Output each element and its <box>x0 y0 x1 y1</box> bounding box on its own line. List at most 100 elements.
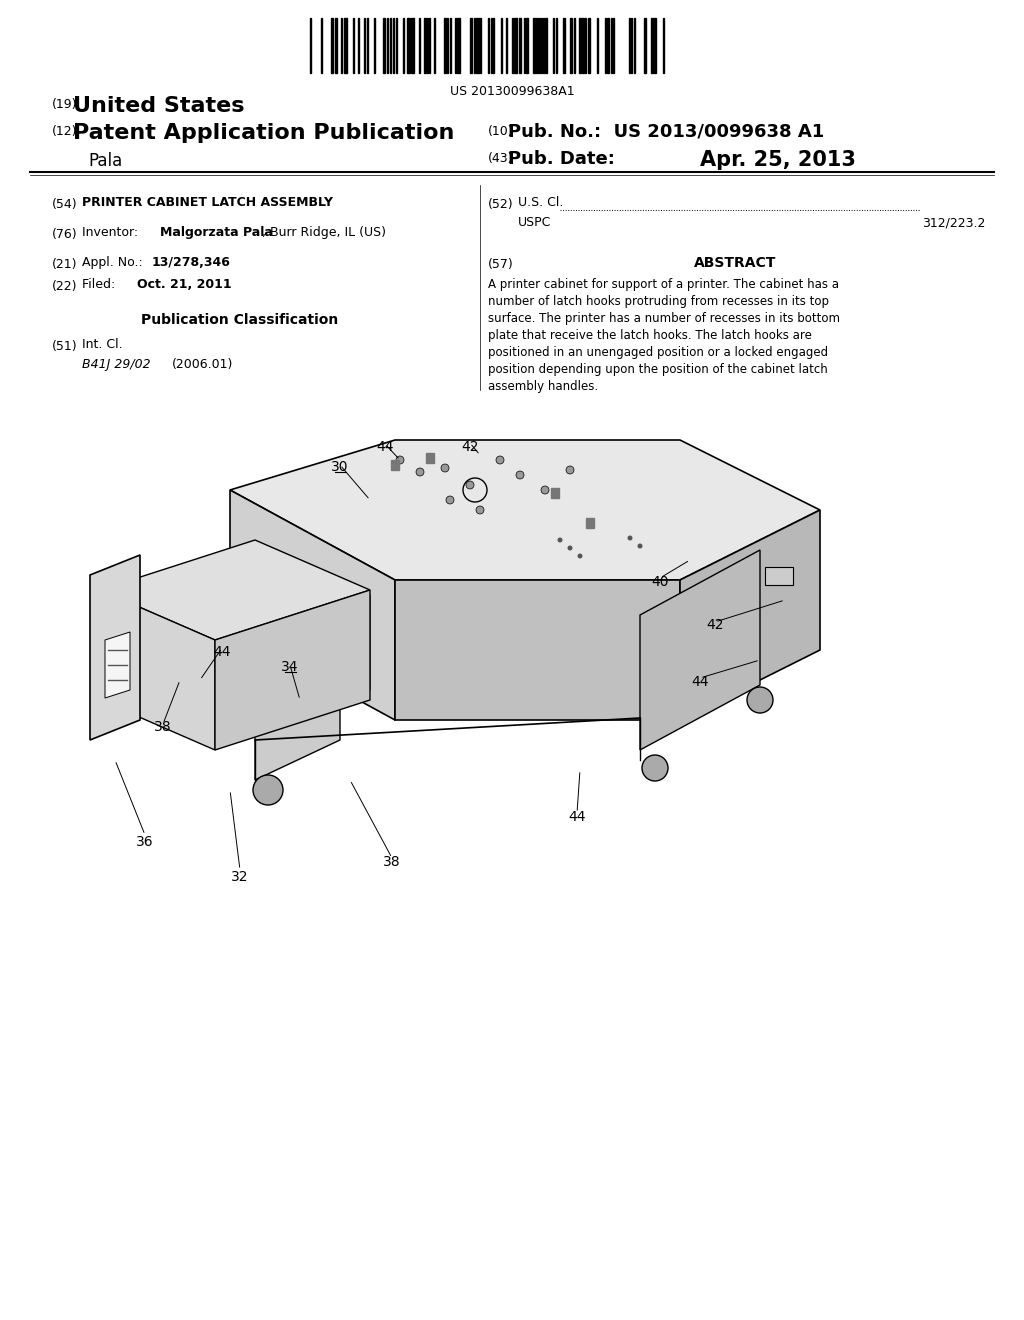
Text: surface. The printer has a number of recesses in its bottom: surface. The printer has a number of rec… <box>488 312 840 325</box>
Text: 42: 42 <box>707 618 724 632</box>
Text: (21): (21) <box>52 257 78 271</box>
Text: (19): (19) <box>52 98 78 111</box>
Bar <box>607 18 609 73</box>
Circle shape <box>746 686 773 713</box>
Bar <box>331 18 333 73</box>
Text: (52): (52) <box>488 198 514 211</box>
Bar <box>457 18 460 73</box>
Text: 38: 38 <box>155 719 172 734</box>
Text: (51): (51) <box>52 341 78 352</box>
Text: Pub. No.:  US 2013/0099638 A1: Pub. No.: US 2013/0099638 A1 <box>508 123 824 141</box>
Text: 13/278,346: 13/278,346 <box>152 256 230 269</box>
Bar <box>563 18 565 73</box>
Bar <box>383 18 385 73</box>
Text: (43): (43) <box>488 152 513 165</box>
Bar <box>586 517 594 528</box>
Circle shape <box>496 455 504 465</box>
Bar <box>391 459 399 470</box>
Text: (54): (54) <box>52 198 78 211</box>
Text: USPC: USPC <box>518 216 551 228</box>
Circle shape <box>638 544 642 549</box>
Bar <box>536 18 538 73</box>
Bar <box>519 18 521 73</box>
Text: Pub. Date:: Pub. Date: <box>508 150 614 168</box>
Circle shape <box>441 465 449 473</box>
Polygon shape <box>105 632 130 698</box>
Polygon shape <box>215 590 370 750</box>
Text: Pala: Pala <box>88 152 122 170</box>
Bar <box>579 18 581 73</box>
Text: Publication Classification: Publication Classification <box>141 313 339 327</box>
Text: 30: 30 <box>331 459 349 474</box>
Circle shape <box>642 755 668 781</box>
Text: Apr. 25, 2013: Apr. 25, 2013 <box>700 150 856 170</box>
Polygon shape <box>230 440 820 579</box>
Bar <box>444 18 446 73</box>
Polygon shape <box>255 595 370 735</box>
Text: B41J 29/02: B41J 29/02 <box>82 358 151 371</box>
Text: 44: 44 <box>376 440 394 454</box>
Circle shape <box>516 471 524 479</box>
Text: 34: 34 <box>282 660 299 675</box>
Text: Int. Cl.: Int. Cl. <box>82 338 123 351</box>
Text: , Burr Ridge, IL (US): , Burr Ridge, IL (US) <box>262 226 386 239</box>
Bar <box>344 18 347 73</box>
Circle shape <box>566 466 574 474</box>
Bar <box>765 568 793 585</box>
Text: (2006.01): (2006.01) <box>172 358 233 371</box>
Circle shape <box>567 545 572 550</box>
Polygon shape <box>255 590 340 780</box>
Bar <box>582 18 584 73</box>
Text: (57): (57) <box>488 257 514 271</box>
Bar <box>651 18 653 73</box>
Bar <box>424 18 426 73</box>
Circle shape <box>541 486 549 494</box>
Bar <box>654 18 656 73</box>
Bar <box>476 18 479 73</box>
Text: Malgorzata Pala: Malgorzata Pala <box>160 226 272 239</box>
Circle shape <box>253 775 283 805</box>
Text: 32: 32 <box>231 870 249 884</box>
Text: Patent Application Publication: Patent Application Publication <box>73 123 455 143</box>
Circle shape <box>476 506 484 513</box>
Text: positioned in an unengaged position or a locked engaged: positioned in an unengaged position or a… <box>488 346 828 359</box>
Text: Oct. 21, 2011: Oct. 21, 2011 <box>137 279 231 290</box>
Bar <box>534 18 535 73</box>
Circle shape <box>466 480 474 488</box>
Text: 36: 36 <box>136 836 154 849</box>
Bar <box>426 453 434 463</box>
Text: 44: 44 <box>568 810 586 824</box>
Polygon shape <box>100 540 370 640</box>
Bar <box>411 18 414 73</box>
Circle shape <box>446 496 454 504</box>
Circle shape <box>628 536 633 540</box>
Text: United States: United States <box>73 96 245 116</box>
Bar <box>588 18 590 73</box>
Text: 38: 38 <box>383 855 400 869</box>
Text: assembly handles.: assembly handles. <box>488 380 598 393</box>
Circle shape <box>578 553 583 558</box>
Text: Filed:: Filed: <box>82 279 139 290</box>
Text: (10): (10) <box>488 125 514 139</box>
Text: (12): (12) <box>52 125 78 139</box>
Bar <box>470 18 472 73</box>
Polygon shape <box>640 550 760 750</box>
Bar <box>407 18 410 73</box>
Bar <box>570 18 572 73</box>
Text: 42: 42 <box>461 440 479 454</box>
Text: Appl. No.:: Appl. No.: <box>82 256 151 269</box>
Circle shape <box>396 455 404 465</box>
Text: 44: 44 <box>691 675 709 689</box>
Text: plate that receive the latch hooks. The latch hooks are: plate that receive the latch hooks. The … <box>488 329 812 342</box>
Bar <box>545 18 547 73</box>
Text: Inventor:: Inventor: <box>82 226 151 239</box>
Bar <box>526 18 528 73</box>
Text: (76): (76) <box>52 228 78 242</box>
Text: 40: 40 <box>651 576 669 589</box>
Text: ABSTRACT: ABSTRACT <box>694 256 776 271</box>
Bar <box>644 18 646 73</box>
Polygon shape <box>680 510 820 719</box>
Polygon shape <box>395 579 680 719</box>
Bar <box>335 18 337 73</box>
Text: PRINTER CABINET LATCH ASSEMBLY: PRINTER CABINET LATCH ASSEMBLY <box>82 195 333 209</box>
